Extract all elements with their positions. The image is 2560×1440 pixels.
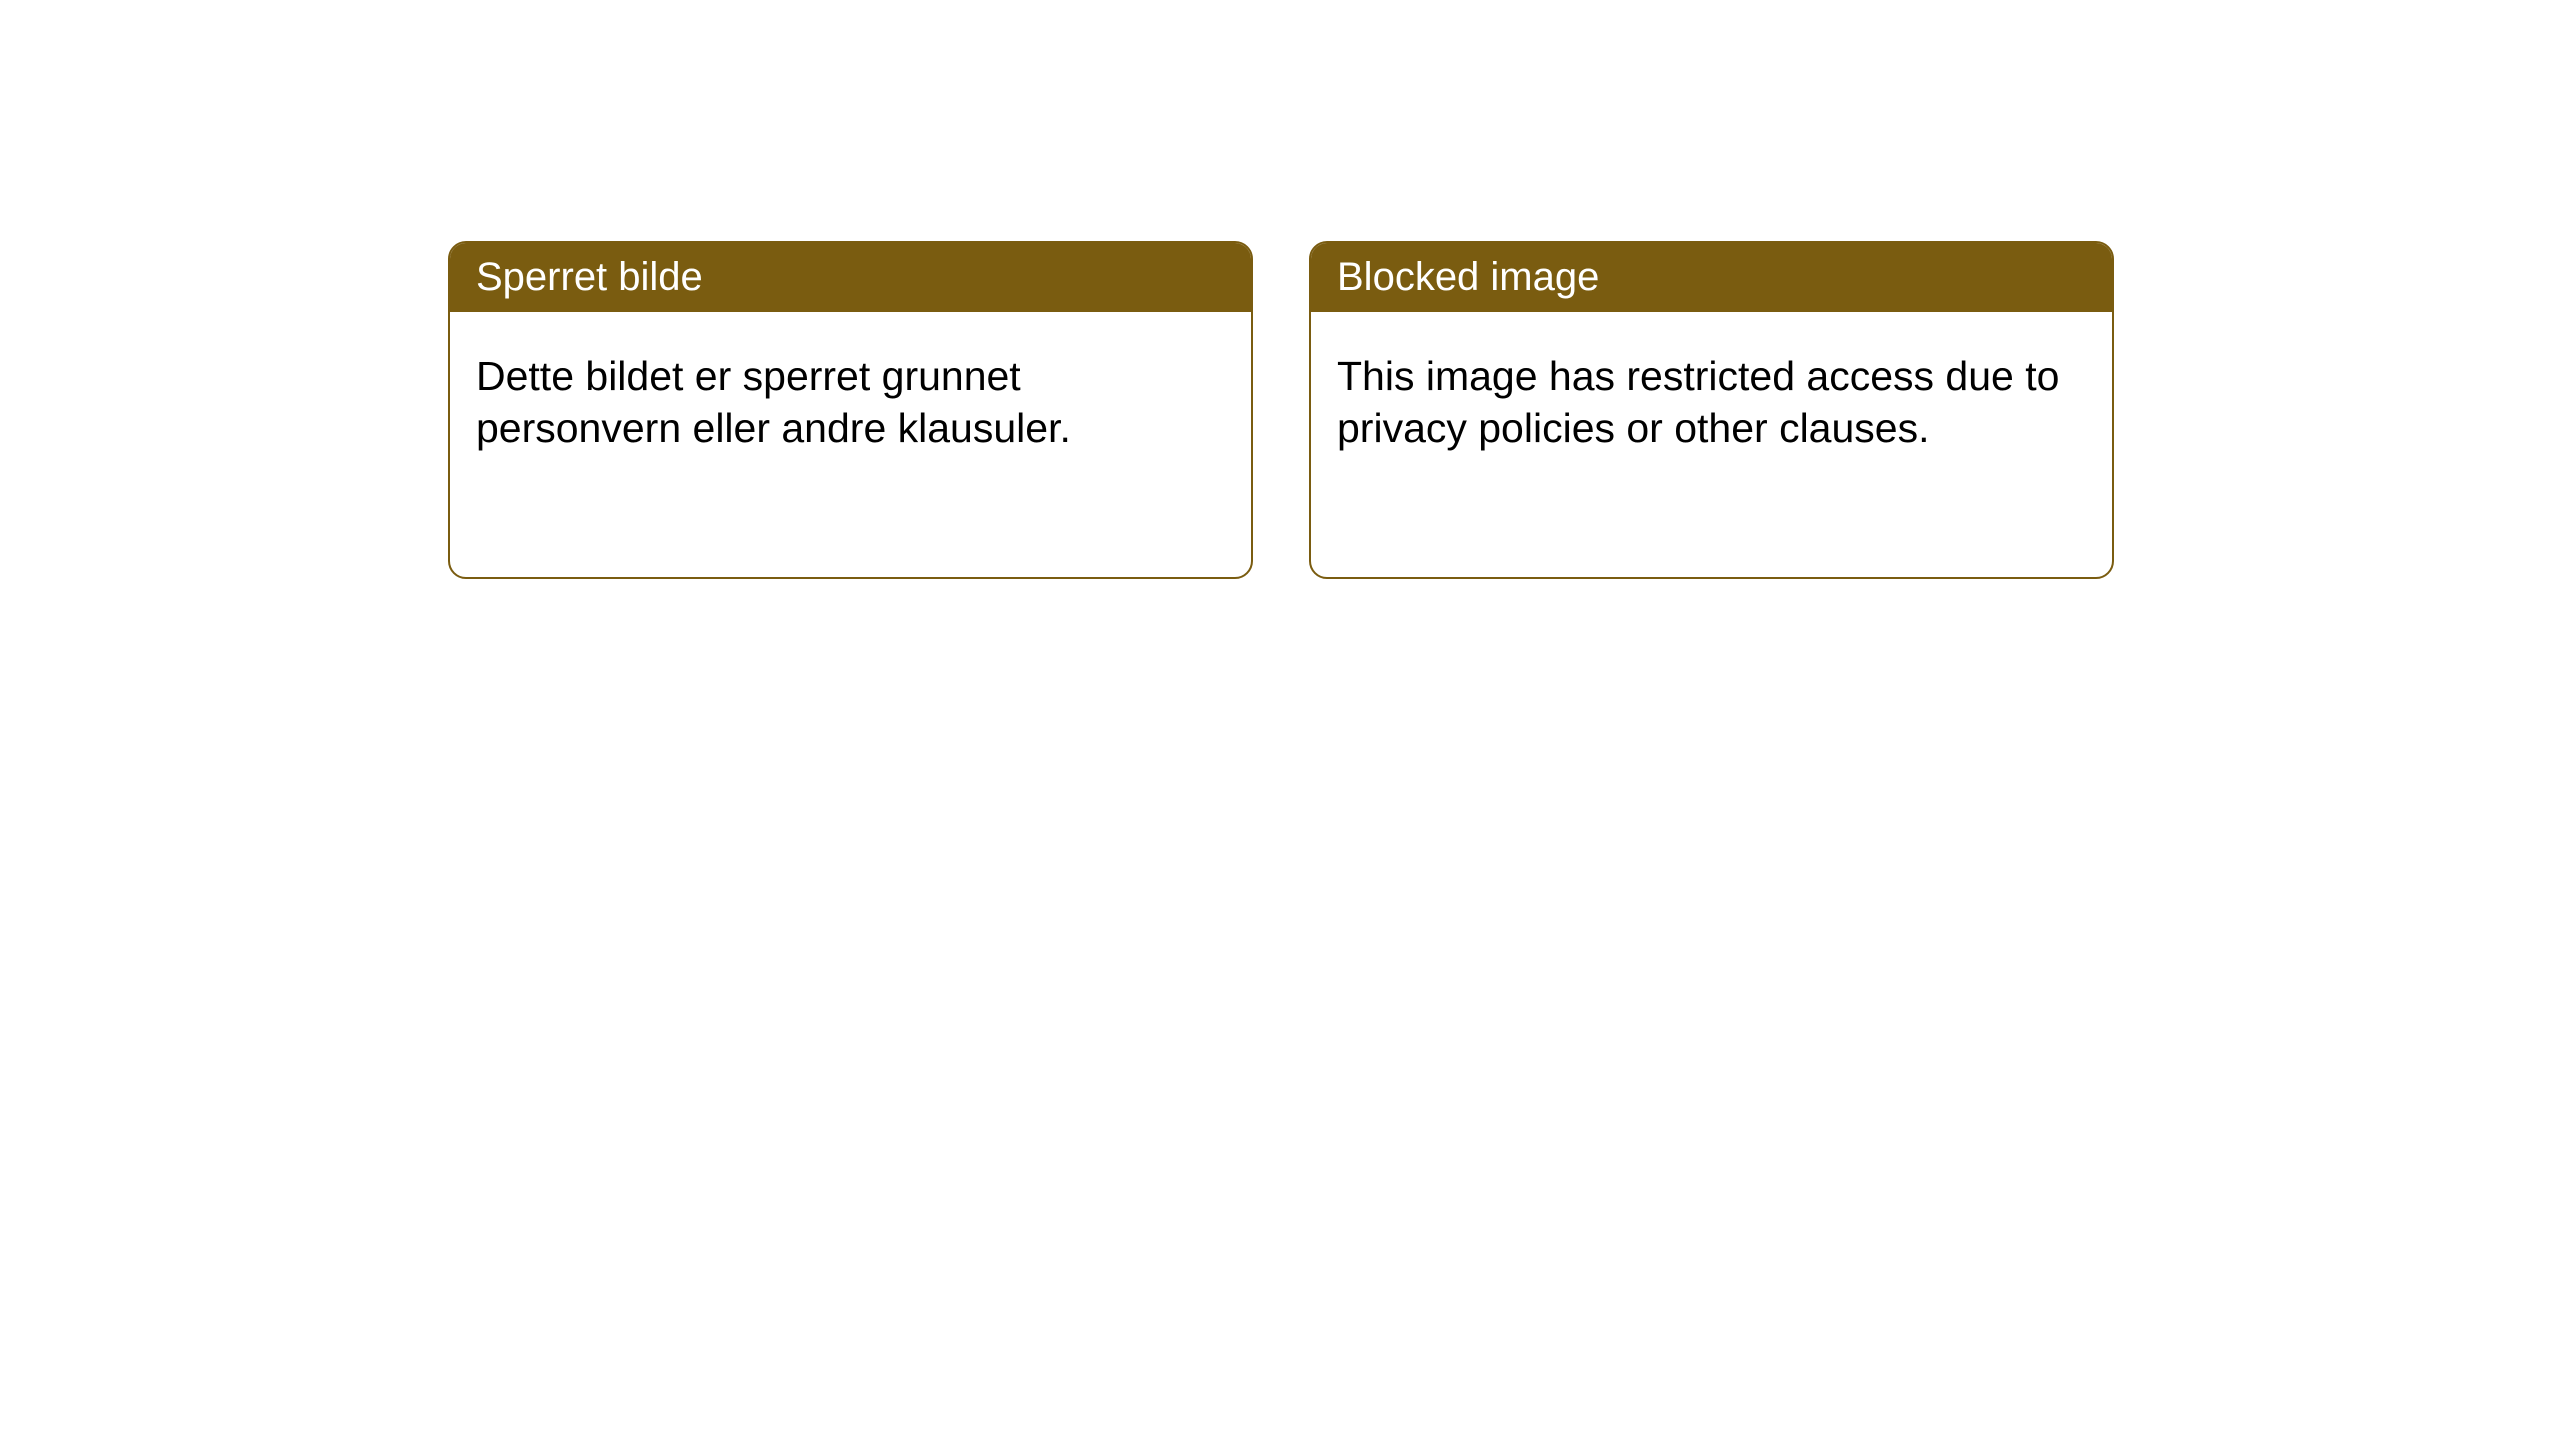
notice-card-body: This image has restricted access due to … <box>1311 312 2112 493</box>
notice-card-header: Blocked image <box>1311 243 2112 312</box>
notice-card-norwegian: Sperret bilde Dette bildet er sperret gr… <box>448 241 1253 579</box>
notice-cards-container: Sperret bilde Dette bildet er sperret gr… <box>448 241 2114 579</box>
notice-card-body: Dette bildet er sperret grunnet personve… <box>450 312 1251 493</box>
notice-card-header: Sperret bilde <box>450 243 1251 312</box>
notice-card-english: Blocked image This image has restricted … <box>1309 241 2114 579</box>
